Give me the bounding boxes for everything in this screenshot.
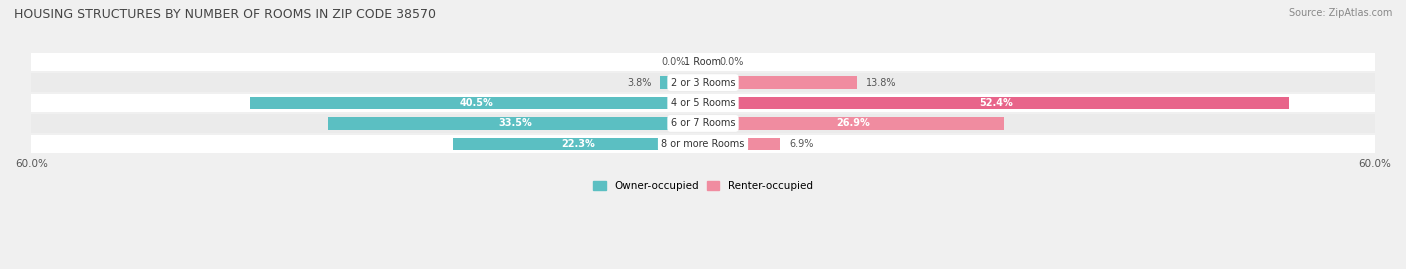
Text: 8 or more Rooms: 8 or more Rooms bbox=[661, 139, 745, 149]
Text: 6 or 7 Rooms: 6 or 7 Rooms bbox=[671, 118, 735, 128]
Text: 0.0%: 0.0% bbox=[720, 57, 744, 67]
Bar bbox=[250, 97, 703, 109]
Bar bbox=[661, 76, 703, 89]
Bar bbox=[31, 53, 1375, 71]
Bar bbox=[31, 94, 1375, 112]
Text: 22.3%: 22.3% bbox=[561, 139, 595, 149]
Bar bbox=[703, 97, 1289, 109]
Text: HOUSING STRUCTURES BY NUMBER OF ROOMS IN ZIP CODE 38570: HOUSING STRUCTURES BY NUMBER OF ROOMS IN… bbox=[14, 8, 436, 21]
Bar bbox=[703, 117, 1004, 130]
Text: 33.5%: 33.5% bbox=[499, 118, 533, 128]
Text: 52.4%: 52.4% bbox=[980, 98, 1014, 108]
Bar bbox=[31, 114, 1375, 133]
Bar bbox=[31, 135, 1375, 153]
Bar bbox=[703, 137, 780, 150]
Text: 13.8%: 13.8% bbox=[866, 78, 897, 88]
Text: 2 or 3 Rooms: 2 or 3 Rooms bbox=[671, 78, 735, 88]
Text: 4 or 5 Rooms: 4 or 5 Rooms bbox=[671, 98, 735, 108]
Bar bbox=[328, 117, 703, 130]
Bar bbox=[31, 73, 1375, 92]
Bar bbox=[453, 137, 703, 150]
Bar bbox=[703, 76, 858, 89]
Text: 40.5%: 40.5% bbox=[460, 98, 494, 108]
Text: 3.8%: 3.8% bbox=[627, 78, 651, 88]
Text: 0.0%: 0.0% bbox=[662, 57, 686, 67]
Legend: Owner-occupied, Renter-occupied: Owner-occupied, Renter-occupied bbox=[589, 177, 817, 196]
Text: 1 Room: 1 Room bbox=[685, 57, 721, 67]
Text: Source: ZipAtlas.com: Source: ZipAtlas.com bbox=[1288, 8, 1392, 18]
Text: 6.9%: 6.9% bbox=[789, 139, 814, 149]
Text: 26.9%: 26.9% bbox=[837, 118, 870, 128]
